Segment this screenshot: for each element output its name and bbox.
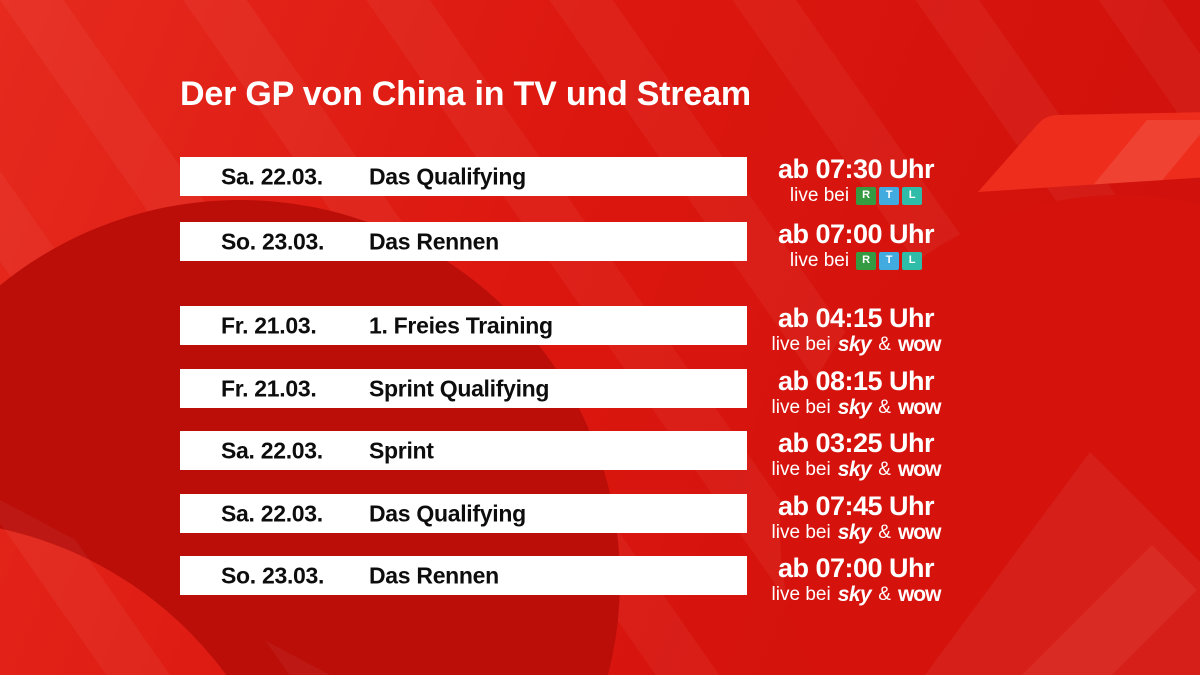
broadcast-info: ab 04:15 Uhr live bei sky & wow: [756, 303, 956, 356]
broadcast-info: ab 07:00 Uhr live bei sky & wow: [756, 553, 956, 606]
session-name: 1. Freies Training: [369, 312, 553, 338]
rtl-logo-r-icon: R: [856, 251, 877, 270]
broadcast-info: ab 07:45 Uhr live bei sky & wow: [756, 491, 956, 544]
page-title: Der GP von China in TV und Stream: [180, 75, 751, 113]
broadcast-info: ab 08:15 Uhr live bei sky & wow: [756, 366, 956, 419]
live-prefix: live bei: [771, 522, 831, 543]
start-time: ab 04:15 Uhr: [777, 303, 935, 333]
schedule-row: Sa. 22.03. Das Qualifying ab 07:30 Uhr l…: [180, 155, 970, 206]
wow-logo: wow: [897, 521, 941, 544]
schedule-row: Fr. 21.03. 1. Freies Training ab 04:15 U…: [180, 304, 970, 355]
broadcaster-line: live bei sky & wow: [756, 334, 956, 355]
broadcast-info: ab 03:25 Uhr live bei sky & wow: [756, 428, 956, 481]
live-prefix: live bei: [771, 459, 831, 480]
schedule-bar: Sa. 22.03. Das Qualifying: [180, 157, 747, 196]
sky-logo: sky: [837, 396, 872, 419]
rtl-logo-t-icon: T: [879, 186, 900, 205]
sky-logo: sky: [837, 333, 872, 356]
session-name: Sprint Qualifying: [369, 375, 550, 401]
schedule-bar: Fr. 21.03. Sprint Qualifying: [180, 369, 747, 408]
session-name: Das Rennen: [369, 562, 499, 588]
wow-logo: wow: [897, 583, 941, 606]
session-date: Sa. 22.03.: [221, 163, 323, 189]
session-name: Das Rennen: [369, 228, 499, 254]
schedule-row: Fr. 21.03. Sprint Qualifying ab 08:15 Uh…: [180, 367, 970, 418]
schedule-bar: So. 23.03. Das Rennen: [180, 556, 747, 595]
start-time: ab 07:30 Uhr: [777, 154, 935, 184]
wow-logo: wow: [897, 458, 941, 481]
start-time: ab 08:15 Uhr: [777, 366, 935, 396]
session-name: Sprint: [369, 437, 434, 463]
schedule-row: Sa. 22.03. Das Qualifying ab 07:45 Uhr l…: [180, 492, 970, 543]
rtl-logo-t-icon: T: [879, 251, 900, 270]
live-prefix: live bei: [789, 250, 850, 271]
broadcaster-line: live bei sky & wow: [756, 584, 956, 605]
broadcaster-line: live bei sky & wow: [756, 522, 956, 543]
ampersand: &: [878, 334, 891, 355]
live-prefix: live bei: [771, 584, 831, 605]
schedule-row: Sa. 22.03. Sprint ab 03:25 Uhr live bei …: [180, 429, 970, 480]
ampersand: &: [878, 522, 891, 543]
session-date: Fr. 21.03.: [221, 375, 317, 401]
session-name: Das Qualifying: [369, 500, 526, 526]
session-date: Fr. 21.03.: [221, 312, 317, 338]
start-time: ab 07:45 Uhr: [777, 491, 935, 521]
rtl-logo: R T L: [856, 186, 923, 205]
rtl-logo-l-icon: L: [902, 186, 923, 205]
session-date: Sa. 22.03.: [221, 500, 323, 526]
session-date: So. 23.03.: [221, 562, 325, 588]
wow-logo: wow: [897, 396, 941, 419]
broadcast-info: ab 07:30 Uhr live bei R T L: [756, 154, 956, 207]
sky-logo: sky: [837, 583, 872, 606]
broadcaster-line: live bei R T L: [756, 185, 956, 206]
start-time: ab 07:00 Uhr: [777, 219, 935, 249]
rtl-logo-r-icon: R: [856, 186, 877, 205]
live-prefix: live bei: [771, 334, 831, 355]
ampersand: &: [878, 397, 891, 418]
start-time: ab 03:25 Uhr: [777, 428, 935, 458]
session-date: Sa. 22.03.: [221, 437, 323, 463]
sky-logo: sky: [837, 521, 872, 544]
schedule-row: So. 23.03. Das Rennen ab 07:00 Uhr live …: [180, 554, 970, 605]
broadcaster-line: live bei R T L: [756, 250, 956, 271]
live-prefix: live bei: [771, 397, 831, 418]
schedule-bar: So. 23.03. Das Rennen: [180, 222, 747, 261]
start-time: ab 07:00 Uhr: [777, 553, 935, 583]
schedule-bar: Fr. 21.03. 1. Freies Training: [180, 306, 747, 345]
broadcast-info: ab 07:00 Uhr live bei R T L: [756, 219, 956, 272]
wow-logo: wow: [897, 333, 941, 356]
sky-logo: sky: [837, 458, 872, 481]
session-date: So. 23.03.: [221, 228, 325, 254]
ampersand: &: [878, 584, 891, 605]
rtl-logo: R T L: [856, 251, 923, 270]
live-prefix: live bei: [789, 185, 850, 206]
schedule-bar: Sa. 22.03. Das Qualifying: [180, 494, 747, 533]
broadcaster-line: live bei sky & wow: [756, 397, 956, 418]
schedule-bar: Sa. 22.03. Sprint: [180, 431, 747, 470]
schedule-row: So. 23.03. Das Rennen ab 07:00 Uhr live …: [180, 220, 970, 271]
ampersand: &: [878, 459, 891, 480]
rtl-logo-l-icon: L: [902, 251, 923, 270]
broadcaster-line: live bei sky & wow: [756, 459, 956, 480]
session-name: Das Qualifying: [369, 163, 526, 189]
